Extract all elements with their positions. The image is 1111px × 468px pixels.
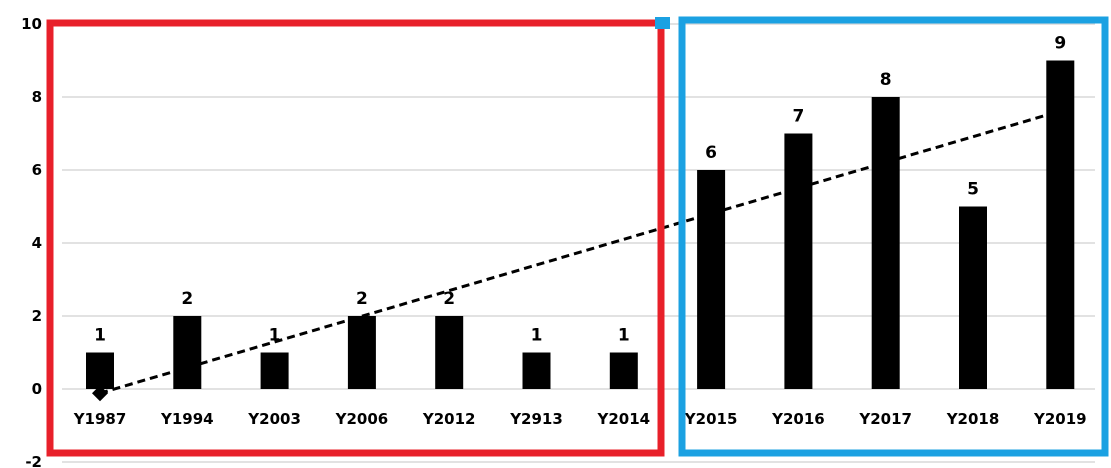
trendline [92,109,1061,402]
bar [609,352,638,389]
y-tick-label: 0 [32,380,42,398]
highlight-boxes [46,16,1109,457]
x-tick-label: Y2913 [509,410,563,428]
data-label: 2 [181,289,193,309]
y-tick-label: -2 [25,453,42,468]
y-tick-label: 6 [32,161,42,179]
y-tick-label: 10 [21,15,42,33]
bar [959,206,987,389]
trendline-line [99,109,1061,395]
data-label: 1 [531,326,543,346]
x-tick-label: Y2019 [1033,410,1087,428]
x-tick-label: Y1994 [160,410,214,428]
bar [1046,60,1075,389]
bar [871,97,900,389]
x-tick-label: Y2015 [684,410,738,428]
data-label: 7 [792,107,804,127]
x-axis-categories: Y1987 Y1994 Y2003 Y2006 Y2012 Y2913 Y2014 Y2015… [73,410,1087,428]
bar [522,352,551,389]
x-tick-label: Y1987 [73,410,127,428]
data-label: 1 [269,326,281,346]
y-axis-ticks: -2 0 2 4 6 8 10 [21,15,42,468]
data-label: 8 [880,70,892,90]
trendline-marker [92,385,108,402]
gridlines [62,23,1095,463]
bar [697,170,726,389]
data-label: 1 [94,326,106,346]
x-tick-label: Y2016 [771,410,825,428]
x-tick-label: Y2012 [422,410,476,428]
highlight-box-blue-tab [655,17,670,29]
bar [784,133,813,389]
data-label: 5 [967,180,979,200]
x-tick-label: Y2003 [247,410,301,428]
data-label: 1 [618,326,630,346]
y-tick-label: 4 [32,234,42,252]
x-tick-label: Y2018 [946,410,1000,428]
bar [347,316,376,389]
bar [260,352,289,389]
bar [173,316,202,389]
highlight-box-blue [678,16,1109,457]
x-tick-label: Y2014 [596,410,650,428]
x-tick-label: Y2017 [858,410,912,428]
data-label: 2 [356,289,368,309]
data-label: 6 [705,143,717,163]
y-tick-label: 8 [32,88,42,106]
data-labels: 1 2 1 2 2 1 1 6 7 8 5 9 [94,34,1066,346]
highlight-box-red [46,19,665,457]
y-tick-label: 2 [32,307,42,325]
data-label: 2 [443,289,455,309]
bars [86,60,1075,389]
data-label: 9 [1054,34,1066,54]
bar [86,352,114,389]
bar [435,316,464,389]
x-tick-label: Y2006 [335,410,389,428]
